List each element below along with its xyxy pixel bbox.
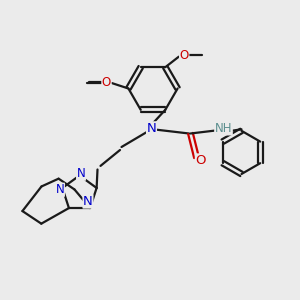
Text: O: O bbox=[196, 154, 206, 167]
Text: N: N bbox=[83, 195, 93, 208]
Text: N: N bbox=[56, 183, 64, 196]
Text: N: N bbox=[76, 167, 85, 180]
Text: O: O bbox=[102, 76, 111, 89]
Text: O: O bbox=[180, 49, 189, 62]
Text: N: N bbox=[147, 122, 156, 135]
Text: NH: NH bbox=[215, 122, 232, 135]
